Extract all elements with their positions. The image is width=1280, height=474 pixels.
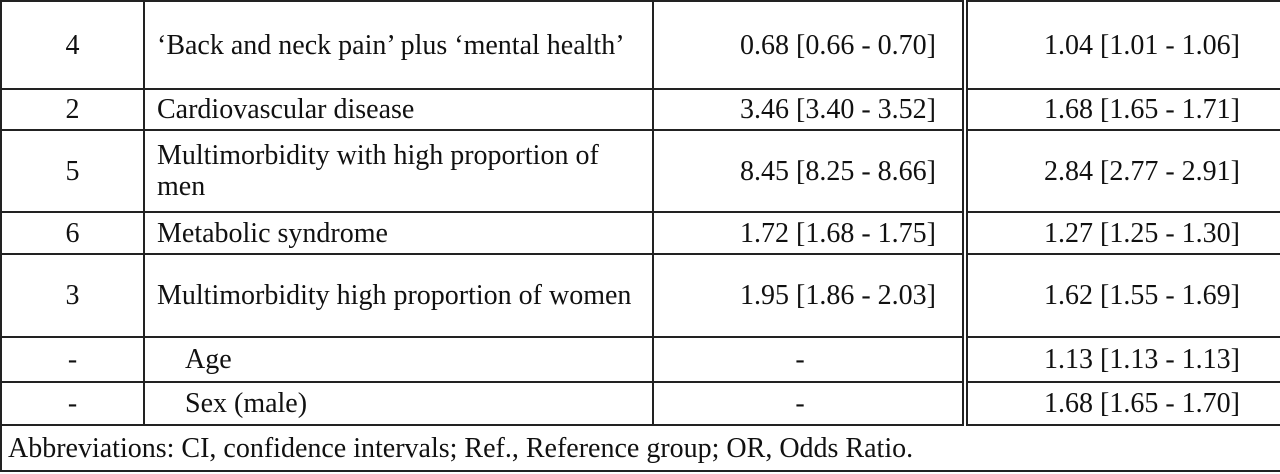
table-row: 5 Multimorbidity with high proportion of …	[0, 129, 1280, 213]
table-cell: 4	[0, 0, 145, 90]
table-cell: 0.68 [0.66 - 0.70]	[652, 0, 968, 90]
table-cell: Metabolic syndrome	[143, 211, 654, 255]
table-cell: 1.72 [1.68 - 1.75]	[652, 211, 968, 255]
table-cell: 1.62 [1.55 - 1.69]	[964, 253, 1280, 338]
footnote-row: Abbreviations: CI, confidence intervals;…	[0, 424, 1280, 472]
table-row: - Sex (male) -1.68 [1.65 - 1.70]	[0, 381, 1280, 426]
table-cell: -	[0, 336, 145, 383]
footnote: Abbreviations: CI, confidence intervals;…	[0, 424, 1280, 472]
table-cell: Cardiovascular disease	[143, 88, 654, 131]
table-cell: 1.95 [1.86 - 2.03]	[652, 253, 968, 338]
table-row: 6 Metabolic syndrome 1.72 [1.68 - 1.75] 1.2…	[0, 211, 1280, 255]
table-cell: 8.45 [8.25 - 8.66]	[652, 129, 968, 213]
table-row: 4 ‘Back and neck pain’ plus ‘mental healt…	[0, 0, 1280, 90]
table-cell: 1.68 [1.65 - 1.70]	[964, 381, 1280, 426]
table-cell: ‘Back and neck pain’ plus ‘mental health…	[143, 0, 654, 90]
table-cell: 5	[0, 129, 145, 213]
table-cell: 2	[0, 88, 145, 131]
table-cell: Multimorbidity with high proportion of m…	[143, 129, 654, 213]
table-cell: 1.68 [1.65 - 1.71]	[964, 88, 1280, 131]
table-cell: -	[652, 336, 968, 383]
table-cell: -	[0, 381, 145, 426]
table-row: 2 Cardiovascular disease 3.46 [3.40 - 3.52…	[0, 88, 1280, 131]
table-cell: 2.84 [2.77 - 2.91]	[964, 129, 1280, 213]
table-cell: Age	[143, 336, 654, 383]
table-cell: 6	[0, 211, 145, 255]
table-cell: 1.13 [1.13 - 1.13]	[964, 336, 1280, 383]
table-cell: -	[652, 381, 968, 426]
table-row: - Age -1.13 [1.13 - 1.13]	[0, 336, 1280, 383]
table-row: 3 Multimorbidity high proportion of women…	[0, 253, 1280, 338]
table-cell: 1.27 [1.25 - 1.30]	[964, 211, 1280, 255]
table-cell: 1.04 [1.01 - 1.06]	[964, 0, 1280, 90]
table-cell: 3	[0, 253, 145, 338]
table-cell: 3.46 [3.40 - 3.52]	[652, 88, 968, 131]
table-cell: Sex (male)	[143, 381, 654, 426]
table-cell: Multimorbidity high proportion of women	[143, 253, 654, 338]
